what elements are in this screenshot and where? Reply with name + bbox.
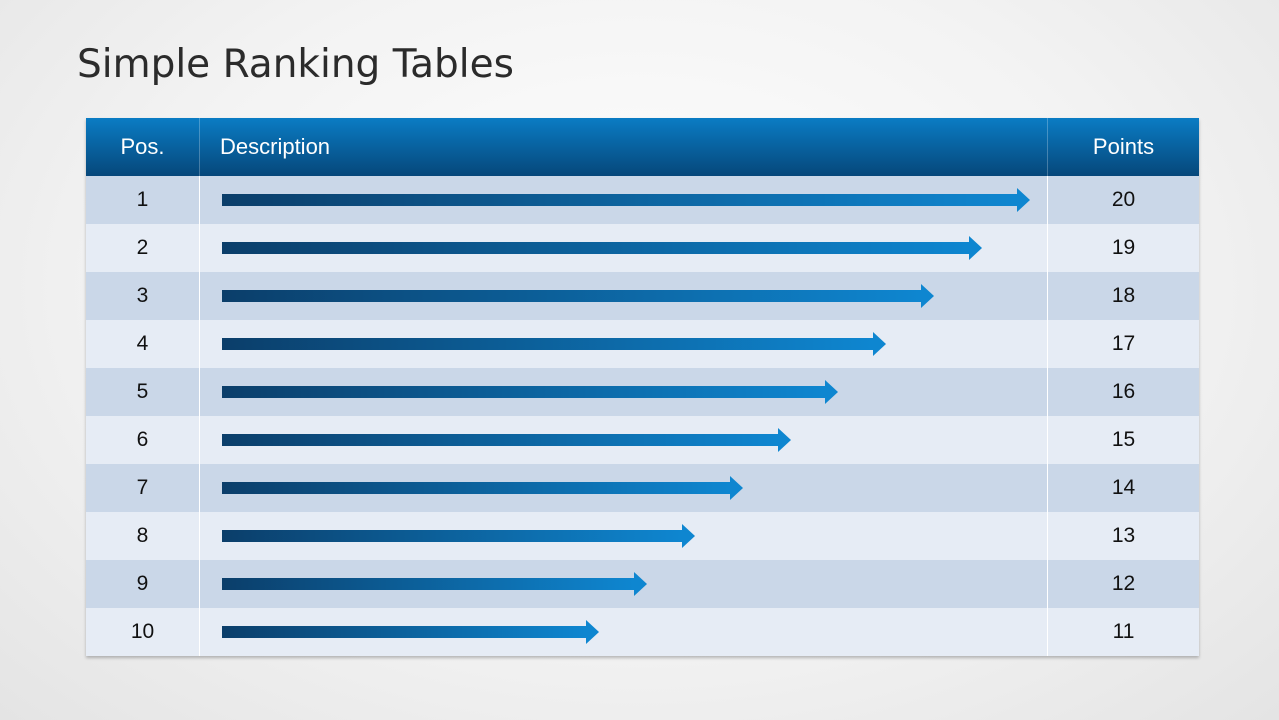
row-points: 20	[1111, 188, 1136, 211]
row-description	[200, 368, 1048, 416]
arrow-head-icon	[586, 620, 599, 644]
row-pos: 2	[86, 224, 200, 272]
arrow-shaft	[222, 242, 970, 254]
row-points: 18	[1111, 284, 1136, 307]
arrow-head-icon	[633, 572, 647, 596]
table-body: 1 20 2 19 3 18 4 17 5 16 6 15 7 14 8 13 9 12 10 11	[86, 176, 1199, 656]
row-points: 12	[1111, 572, 1136, 595]
row-points: 17	[1111, 332, 1136, 355]
table-row: 10 11	[86, 608, 1199, 656]
row-points: 14	[1111, 476, 1136, 499]
arrow-shaft	[222, 626, 586, 638]
row-points: 11	[1112, 620, 1135, 643]
arrow-head-icon	[825, 380, 839, 404]
table-row: 5 16	[86, 368, 1199, 416]
arrow-shaft	[222, 530, 682, 542]
row-pos: 7	[86, 464, 200, 512]
row-description	[200, 224, 1048, 272]
rank-arrow	[222, 272, 935, 320]
page-title: Simple Ranking Tables	[77, 42, 514, 87]
table-row: 9 12	[86, 560, 1199, 608]
arrow-shaft	[222, 482, 730, 494]
arrow-head-icon	[873, 332, 887, 356]
row-pos: 10	[86, 608, 200, 656]
arrow-head-icon	[729, 476, 743, 500]
rank-arrow	[222, 224, 983, 272]
row-pos: 8	[86, 512, 200, 560]
rank-arrow	[222, 560, 647, 608]
arrow-shaft	[222, 434, 778, 446]
arrow-shaft	[222, 194, 1017, 206]
arrow-head-icon	[1017, 188, 1030, 212]
row-points: 13	[1111, 524, 1136, 547]
row-pos: 5	[86, 368, 200, 416]
arrow-head-icon	[969, 236, 983, 260]
table-row: 2 19	[86, 224, 1199, 272]
row-points: 15	[1111, 428, 1136, 451]
row-description	[200, 560, 1048, 608]
header-pos: Pos.	[86, 118, 200, 176]
arrow-shaft	[222, 338, 874, 350]
arrow-head-icon	[681, 524, 695, 548]
row-description	[200, 464, 1048, 512]
row-description	[200, 608, 1048, 656]
table-row: 6 15	[86, 416, 1199, 464]
row-pos: 6	[86, 416, 200, 464]
table-row: 7 14	[86, 464, 1199, 512]
row-description	[200, 272, 1048, 320]
arrow-head-icon	[777, 428, 791, 452]
row-pos: 1	[86, 176, 200, 224]
rank-arrow	[222, 416, 791, 464]
table-row: 8 13	[86, 512, 1199, 560]
row-pos: 4	[86, 320, 200, 368]
ranking-table: Pos. Description Points 1 20 2 19 3 18 4 17 5 16 6…	[86, 118, 1199, 656]
row-pos: 9	[86, 560, 200, 608]
arrow-shaft	[222, 578, 634, 590]
row-points: 19	[1111, 236, 1136, 259]
arrow-head-icon	[921, 284, 935, 308]
arrow-shaft	[222, 386, 826, 398]
row-points: 16	[1111, 380, 1136, 403]
rank-arrow	[222, 368, 839, 416]
rank-arrow	[222, 176, 1030, 224]
row-description	[200, 176, 1048, 224]
rank-arrow	[222, 320, 887, 368]
rank-arrow	[222, 608, 599, 656]
header-points: Points	[1092, 134, 1155, 159]
row-description	[200, 320, 1048, 368]
arrow-shaft	[222, 290, 922, 302]
row-description	[200, 512, 1048, 560]
rank-arrow	[222, 512, 695, 560]
table-row: 1 20	[86, 176, 1199, 224]
table-row: 3 18	[86, 272, 1199, 320]
row-pos: 3	[86, 272, 200, 320]
table-header: Pos. Description Points	[86, 118, 1199, 176]
table-row: 4 17	[86, 320, 1199, 368]
rank-arrow	[222, 464, 743, 512]
row-description	[200, 416, 1048, 464]
header-description: Description	[200, 118, 1048, 176]
